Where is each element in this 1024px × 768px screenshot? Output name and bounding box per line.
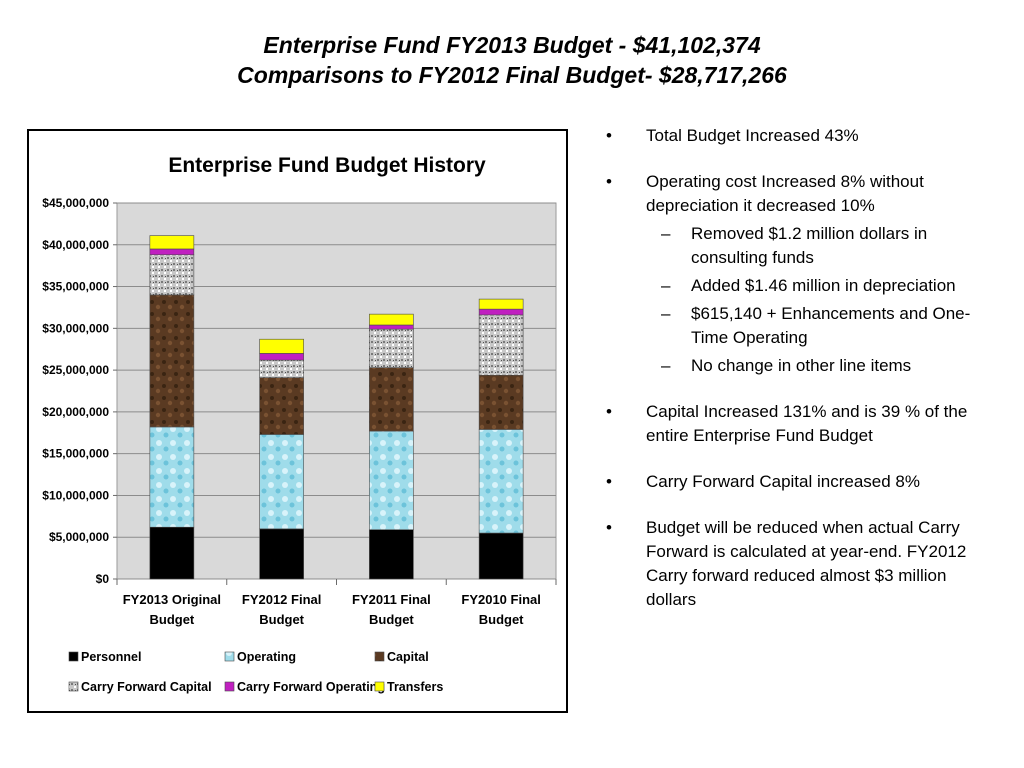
bullet-text: Carry Forward Capital increased 8% [646, 472, 920, 491]
chart-title: Enterprise Fund Budget History [168, 154, 486, 177]
bullet-item: • Operating cost Increased 8% without dep… [606, 170, 986, 218]
bullet-item: • Budget will be reduced when actual Carr… [606, 516, 986, 612]
bar-segment-carry-forward-operating [369, 324, 414, 330]
x-tick-label: FY2013 Original [123, 592, 221, 607]
legend-swatch [224, 681, 235, 692]
bar-segment-operating [259, 434, 304, 530]
budget-history-chart: Enterprise Fund Budget History $0 $5,000,… [42, 154, 557, 694]
x-tick-label: Budget [479, 612, 524, 627]
bar-segment-operating [369, 430, 414, 531]
sub-bullet-list: – Removed $1.2 million dollars in consult… [606, 222, 986, 378]
legend-label: Carry Forward Capital [81, 680, 212, 694]
bullet-marker: • [606, 172, 612, 191]
bar-segment-transfers [369, 313, 414, 326]
bar-segment-carry-forward-operating [478, 308, 524, 316]
bar-segment-capital [149, 294, 195, 428]
y-tick-label: $45,000,000 [42, 196, 109, 210]
bullet-list: • Total Budget Increased 43% • Operating co… [606, 124, 986, 634]
y-tick-label: $30,000,000 [42, 321, 109, 335]
sub-bullet-item: – Removed $1.2 million dollars in consult… [661, 222, 986, 270]
bullet-item: • Total Budget Increased 43% [606, 124, 986, 148]
slide-title: Enterprise Fund FY2013 Budget - $41,102,… [0, 30, 1024, 90]
bar-segment-operating [149, 426, 195, 528]
bar-segment-carry-forward-operating [259, 353, 304, 361]
sub-bullet-text: Added $1.46 million in depreciation [691, 276, 956, 295]
bar-segment-carry-forward-capital [149, 254, 195, 296]
x-tick-label: Budget [369, 612, 414, 627]
y-tick-label: $5,000,000 [49, 530, 109, 544]
y-tick-label: $25,000,000 [42, 363, 109, 377]
bar-segment-capital [478, 374, 524, 430]
y-tick-label: $0 [96, 572, 110, 586]
legend-label: Personnel [81, 650, 141, 664]
sub-bullet-text: No change in other line items [691, 356, 912, 375]
sub-bullet-item: – Added $1.46 million in depreciation [661, 274, 986, 298]
bar-segment-carry-forward-capital [259, 359, 304, 378]
sub-bullet-text: $615,140 + Enhancements and One-Time Ope… [691, 304, 971, 347]
x-tick-label: FY2010 Final [461, 592, 540, 607]
legend-swatch [68, 651, 79, 662]
legend-label: Carry Forward Operating [237, 680, 385, 694]
bullet-marker: • [606, 402, 612, 421]
y-tick-label: $40,000,000 [42, 238, 109, 252]
title-line-2: Comparisons to FY2012 Final Budget- $28,… [237, 62, 787, 88]
bullet-item: • Carry Forward Capital increased 8% [606, 470, 986, 494]
bar-segment-personnel [149, 526, 195, 580]
y-tick-label: $35,000,000 [42, 280, 109, 294]
legend-swatch [374, 681, 385, 692]
bar-segment-carry-forward-capital [369, 328, 414, 368]
y-tick-label: $10,000,000 [42, 488, 109, 502]
sub-bullet-marker: – [661, 276, 671, 295]
legend-swatch [224, 651, 235, 662]
bar-segment-transfers [149, 235, 195, 250]
sub-bullet-item: – $615,140 + Enhancements and One-Time Op… [661, 302, 986, 350]
bar-segment-carry-forward-operating [149, 248, 195, 256]
legend-swatch [68, 681, 79, 692]
bar-segment-transfers [478, 298, 524, 310]
bullet-text: Operating cost Increased 8% without depr… [646, 172, 924, 215]
sub-bullet-item: – No change in other line items [661, 354, 986, 378]
legend-label: Operating [237, 650, 296, 664]
bar-segment-capital [259, 377, 304, 435]
sub-bullet-marker: – [661, 356, 671, 375]
y-tick-label: $20,000,000 [42, 405, 109, 419]
x-tick-label: Budget [259, 612, 304, 627]
bullet-text: Capital Increased 131% and is 39 % of th… [646, 402, 968, 445]
bar-segment-transfers [259, 338, 304, 354]
bar-segment-personnel [478, 532, 524, 580]
bar-segment-personnel [259, 528, 304, 580]
bullet-text: Budget will be reduced when actual Carry… [646, 518, 967, 609]
legend-label: Transfers [387, 680, 443, 694]
x-tick-label: FY2011 Final [352, 592, 431, 607]
bullet-marker: • [606, 518, 612, 537]
title-line-1: Enterprise Fund FY2013 Budget - $41,102,… [263, 32, 761, 58]
legend-swatch [374, 651, 385, 662]
bar-segment-operating [478, 429, 524, 534]
y-tick-label: $15,000,000 [42, 447, 109, 461]
legend-label: Capital [387, 650, 429, 664]
bar-segment-capital [369, 367, 414, 432]
sub-bullet-text: Removed $1.2 million dollars in consulti… [691, 224, 928, 267]
bullet-marker: • [606, 126, 612, 145]
bar-segment-personnel [369, 529, 414, 580]
chart-frame: Enterprise Fund Budget History $0 $5,000,… [27, 129, 568, 713]
bar-segment-carry-forward-capital [478, 314, 524, 376]
bullet-item: • Capital Increased 131% and is 39 % of t… [606, 400, 986, 448]
x-tick-label: FY2012 Final [242, 592, 321, 607]
bullet-text: Total Budget Increased 43% [646, 126, 859, 145]
sub-bullet-marker: – [661, 224, 671, 243]
bullet-marker: • [606, 472, 612, 491]
x-tick-label: Budget [149, 612, 194, 627]
sub-bullet-marker: – [661, 304, 671, 323]
